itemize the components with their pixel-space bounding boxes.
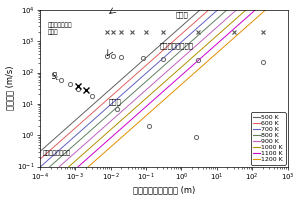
Y-axis label: 流入速度 (m/s): 流入速度 (m/s) xyxy=(6,66,15,110)
Text: $D_{CJ}$: $D_{CJ}$ xyxy=(0,199,1,200)
Text: 衝撃波が反応波
で生成: 衝撃波が反応波 で生成 xyxy=(48,23,72,35)
Legend: 500 K, 600 K, 700 K, 800 K, 900 K, 1000 K, 1100 K, 1200 K: 500 K, 600 K, 700 K, 800 K, 900 K, 1000 … xyxy=(251,112,286,165)
Text: 定常解: 定常解 xyxy=(176,11,189,18)
Text: 定常解: 定常解 xyxy=(109,99,122,105)
X-axis label: 流入境界からの距離 (m): 流入境界からの距離 (m) xyxy=(133,185,195,194)
Text: フラッシュバック: フラッシュバック xyxy=(43,150,71,156)
Text: フラッシュバック: フラッシュバック xyxy=(160,43,194,49)
Text: $S_L$: $S_L$ xyxy=(51,70,61,83)
